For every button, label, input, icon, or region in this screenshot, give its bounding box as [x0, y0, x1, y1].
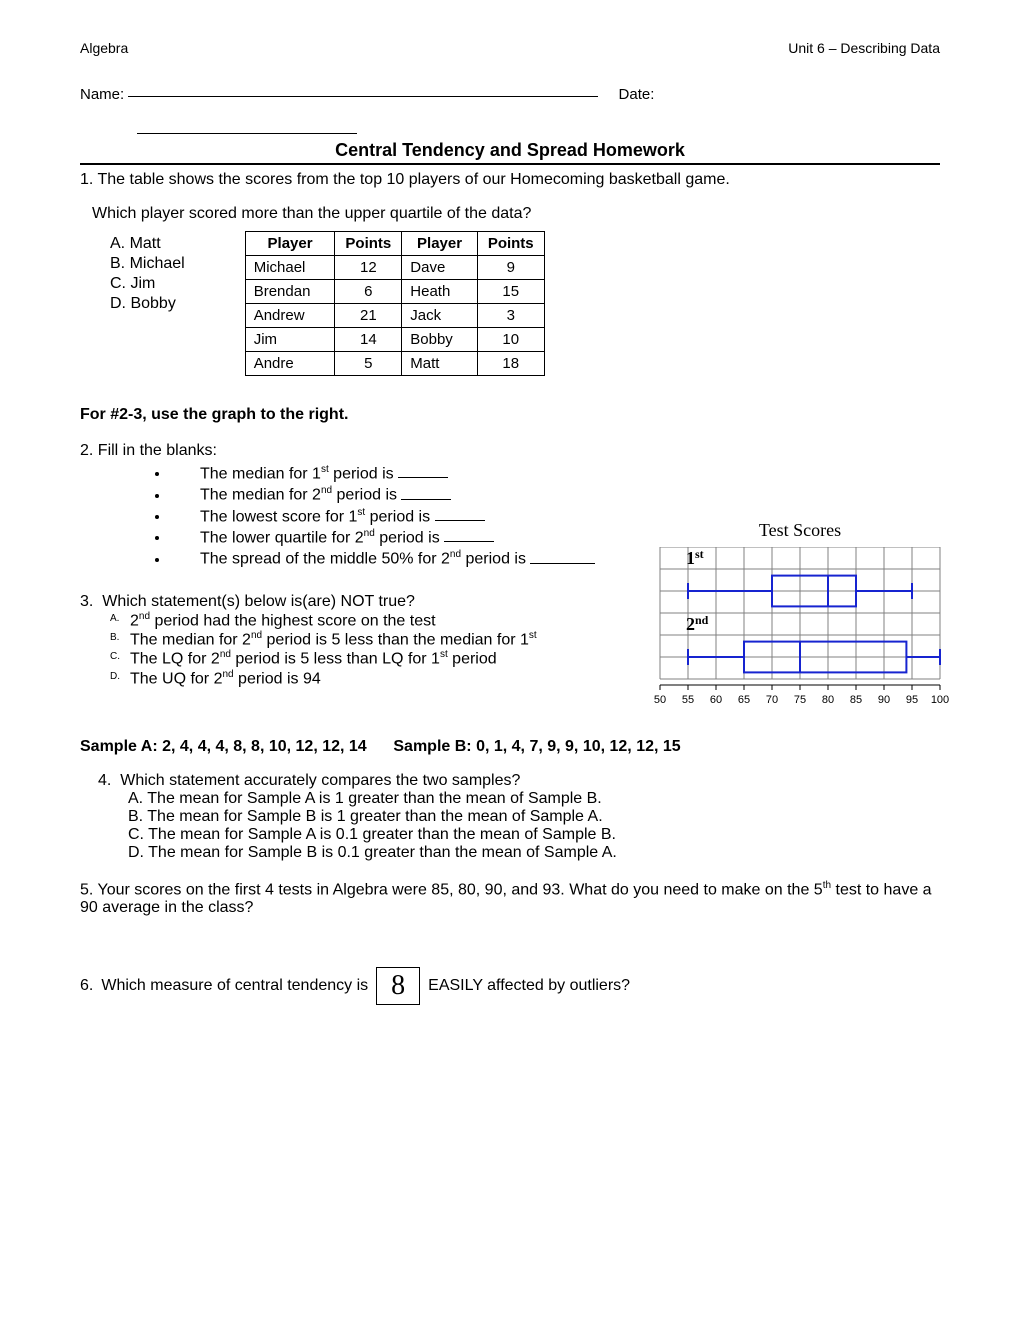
- q2-bullet: The median for 1st period is: [170, 464, 940, 483]
- q3-num: 3.: [80, 593, 93, 610]
- page-number-box: 8: [376, 967, 420, 1005]
- date-label: Date:: [619, 86, 655, 103]
- sample-a-vals: 2, 4, 4, 4, 8, 8, 10, 12, 12, 14: [162, 738, 367, 755]
- fill-blank[interactable]: [398, 477, 448, 478]
- svg-text:100: 100: [931, 694, 949, 706]
- sample-b-label: Sample B:: [393, 738, 471, 755]
- svg-text:75: 75: [794, 694, 806, 706]
- svg-text:65: 65: [738, 694, 750, 706]
- q6-pre: Which measure of central tendency is: [101, 977, 368, 995]
- table-row: Michael12Dave9: [245, 256, 544, 280]
- header-left: Algebra: [80, 40, 128, 56]
- name-label: Name:: [80, 86, 124, 103]
- q4-num: 4.: [98, 772, 111, 789]
- boxplot-chart: Test Scores 50 55 60 65 70 75 80 85 90 95 100 1st 2n…: [650, 520, 950, 777]
- q1-prompt: 1. The table shows the scores from the t…: [80, 171, 940, 189]
- sample-a-label: Sample A:: [80, 738, 158, 755]
- q6-num: 6.: [80, 977, 93, 995]
- table-cell: Heath: [402, 280, 478, 304]
- q1-options: A. Matt B. Michael C. Jim D. Bobby: [110, 235, 185, 376]
- svg-text:90: 90: [878, 694, 890, 706]
- date-blank[interactable]: [137, 133, 357, 134]
- q1-option: B. Michael: [110, 255, 185, 273]
- name-blank[interactable]: [128, 96, 598, 97]
- q1-option: D. Bobby: [110, 295, 185, 313]
- q1-table: PlayerPointsPlayerPointsMichael12Dave9Br…: [245, 231, 545, 376]
- table-row: Brendan6Heath15: [245, 280, 544, 304]
- table-header: Player: [402, 232, 478, 256]
- q1-option: C. Jim: [110, 275, 185, 293]
- table-cell: 3: [477, 304, 544, 328]
- table-header: Player: [245, 232, 335, 256]
- q2-bullet: The median for 2nd period is: [170, 485, 940, 504]
- q2-prompt: 2. Fill in the blanks:: [80, 442, 940, 460]
- chart-title: Test Scores: [650, 520, 950, 541]
- fill-blank[interactable]: [444, 541, 494, 542]
- svg-text:55: 55: [682, 694, 694, 706]
- q1-num: 1.: [80, 171, 93, 188]
- worksheet-title: Central Tendency and Spread Homework: [80, 140, 940, 165]
- q5-num: 5.: [80, 881, 93, 898]
- table-cell: 9: [477, 256, 544, 280]
- table-row: Jim14Bobby10: [245, 328, 544, 352]
- table-cell: 10: [477, 328, 544, 352]
- q4-options: A. The mean for Sample A is 1 greater th…: [128, 790, 940, 862]
- section-2-3: For #2-3, use the graph to the right.: [80, 406, 940, 424]
- q1-subprompt: Which player scored more than the upper …: [92, 205, 940, 223]
- table-cell: Andre: [245, 352, 335, 376]
- page-header: Algebra Unit 6 – Describing Data: [80, 40, 940, 56]
- table-cell: 14: [335, 328, 402, 352]
- q5-sup: th: [823, 880, 831, 891]
- table-header: Points: [477, 232, 544, 256]
- table-row: Andrew21Jack3: [245, 304, 544, 328]
- table-cell: 6: [335, 280, 402, 304]
- fill-blank[interactable]: [435, 520, 485, 521]
- q5-prompt: 5. Your scores on the first 4 tests in A…: [80, 880, 940, 917]
- table-cell: 5: [335, 352, 402, 376]
- table-cell: 21: [335, 304, 402, 328]
- q4-option: A. The mean for Sample A is 1 greater th…: [128, 790, 940, 808]
- q4-option: C. The mean for Sample A is 0.1 greater …: [128, 826, 940, 844]
- table-header: Points: [335, 232, 402, 256]
- table-cell: Matt: [402, 352, 478, 376]
- q2-num: 2.: [80, 442, 93, 459]
- svg-text:85: 85: [850, 694, 862, 706]
- svg-text:95: 95: [906, 694, 918, 706]
- q3-text: Which statement(s) below is(are) NOT tru…: [102, 593, 415, 610]
- svg-text:60: 60: [710, 694, 722, 706]
- q4-prompt: 4. Which statement accurately compares t…: [98, 772, 940, 862]
- table-row: Andre5Matt18: [245, 352, 544, 376]
- name-date-row: Name: Date:: [80, 86, 940, 120]
- table-cell: 18: [477, 352, 544, 376]
- svg-text:1st: 1st: [686, 547, 704, 568]
- table-cell: Bobby: [402, 328, 478, 352]
- q5-pre: Your scores on the first 4 tests in Alge…: [98, 881, 823, 898]
- svg-text:70: 70: [766, 694, 778, 706]
- table-cell: Dave: [402, 256, 478, 280]
- table-cell: Andrew: [245, 304, 335, 328]
- fill-blank[interactable]: [530, 563, 595, 564]
- table-cell: Michael: [245, 256, 335, 280]
- svg-text:80: 80: [822, 694, 834, 706]
- q1-option: A. Matt: [110, 235, 185, 253]
- q6-post: EASILY affected by outliers?: [428, 977, 630, 995]
- q4-text: Which statement accurately compares the …: [120, 772, 520, 789]
- table-cell: Jack: [402, 304, 478, 328]
- q2-text: Fill in the blanks:: [98, 442, 217, 459]
- q4-option: B. The mean for Sample B is 1 greater th…: [128, 808, 940, 826]
- fill-blank[interactable]: [401, 499, 451, 500]
- q1-text: The table shows the scores from the top …: [98, 171, 730, 188]
- boxplot-svg: 50 55 60 65 70 75 80 85 90 95 100 1st 2nd: [650, 547, 950, 777]
- svg-text:50: 50: [654, 694, 666, 706]
- q4-option: D. The mean for Sample B is 0.1 greater …: [128, 844, 940, 862]
- q6-prompt: 6. Which measure of central tendency is …: [80, 967, 940, 1005]
- table-cell: 12: [335, 256, 402, 280]
- table-cell: 15: [477, 280, 544, 304]
- svg-text:2nd: 2nd: [686, 613, 709, 634]
- table-cell: Jim: [245, 328, 335, 352]
- table-cell: Brendan: [245, 280, 335, 304]
- header-right: Unit 6 – Describing Data: [788, 40, 940, 56]
